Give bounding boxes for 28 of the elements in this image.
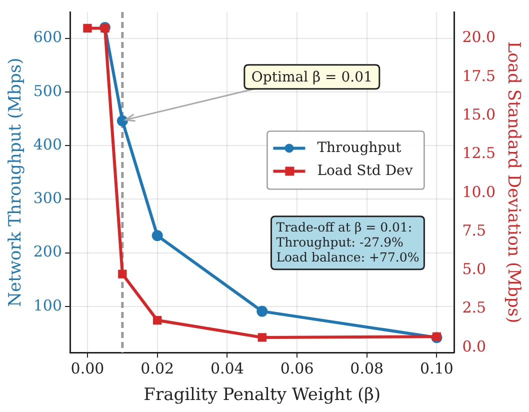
y-tick-label: 600 [33, 28, 62, 46]
y2-tick-label: 12.5 [462, 144, 496, 162]
y2-tick-label: 10.0 [462, 182, 496, 201]
y2-axis-title: Load Standard Deviation (Mbps) [503, 41, 524, 324]
y-tick-label: 100 [33, 296, 62, 314]
x-tick-label: 0.00 [70, 359, 104, 378]
y-tick-label: 200 [33, 242, 62, 261]
annotation: Trade-off at β = 0.01: Throughput: -27.9% Load balance: +77.0% [276, 220, 420, 265]
y2-tick-label: 2.5 [462, 298, 486, 317]
x-axis-title: Fragility Penalty Weight (β) [144, 385, 381, 406]
y-tick-label: 500 [33, 82, 62, 100]
x-tick-label: 0.02 [140, 359, 174, 378]
y-tick-label: 300 [33, 189, 62, 208]
y2-tick-label: 15.0 [462, 105, 496, 124]
x-tick-label: 0.08 [350, 359, 384, 378]
x-tick-label: 0.10 [420, 359, 454, 378]
x-tick-label: 0.04 [210, 359, 244, 378]
y2-tick-label: 17.5 [462, 66, 496, 85]
y-axis-title: Network Throughput (Mbps) [6, 58, 26, 307]
y2-tick-label: 20.0 [462, 28, 496, 46]
y2-tick-label: 5.0 [462, 260, 486, 278]
legend-label: Throughput [317, 140, 402, 156]
y2-tick-label: 0.0 [462, 337, 486, 356]
y2-tick-label: 7.5 [462, 221, 486, 240]
legend-label: Load Std Dev [317, 162, 413, 179]
y-tick-label: 400 [33, 135, 62, 154]
annotation: Optimal β = 0.01 [251, 70, 372, 86]
x-tick-label: 0.06 [280, 359, 314, 378]
